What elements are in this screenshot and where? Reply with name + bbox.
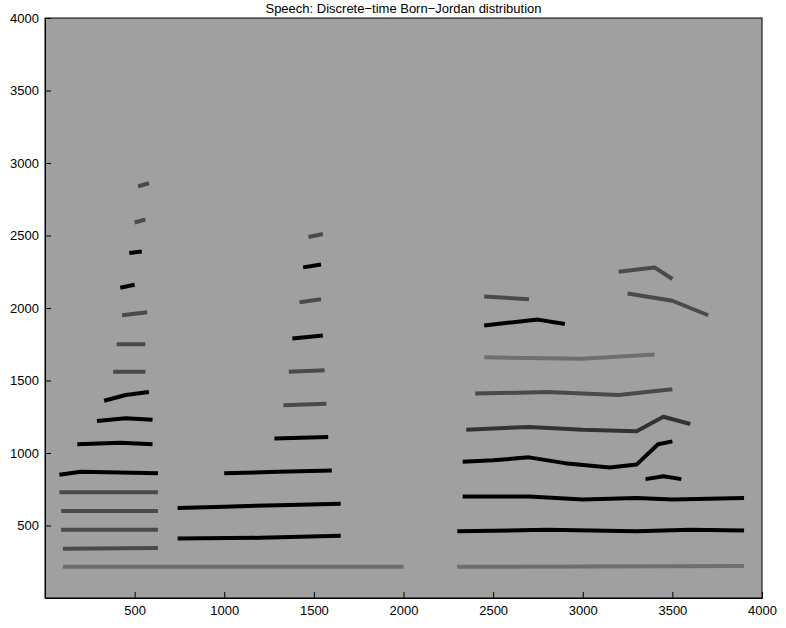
harmonic-track: [77, 443, 152, 444]
tick-label: 2000: [390, 603, 419, 618]
tick-mark: [45, 526, 51, 527]
plot: 500 1000 1500 2000 2500 3000 3500 4000 500 1000 15…: [10, 11, 777, 619]
harmonic-track: [645, 476, 681, 479]
harmonic-track: [178, 504, 341, 508]
harmonic-track: [289, 370, 325, 371]
tick-label: 1500: [300, 603, 329, 618]
tick: 3500: [658, 592, 687, 618]
harmonic-track: [104, 392, 149, 401]
harmonic-track: [308, 234, 322, 237]
harmonic-track: [113, 370, 145, 374]
plot-frame: [45, 18, 762, 598]
tick-label: 3000: [569, 603, 598, 618]
tick-label: 500: [124, 603, 146, 618]
harmonic-track: [463, 497, 744, 500]
tick: 1500: [10, 373, 51, 388]
tick-mark: [672, 592, 673, 598]
tick-mark: [45, 91, 51, 92]
tick-label: 1500: [10, 373, 39, 388]
tick-label: 3500: [658, 603, 687, 618]
x-axis: 500 1000 1500 2000 2500 3000 3500 4000: [46, 592, 777, 618]
tick: 1500: [300, 592, 329, 618]
tick-mark: [45, 236, 51, 237]
tick-label: 1000: [10, 446, 39, 461]
tick-label: 3500: [10, 83, 39, 98]
tick: 2000: [10, 301, 51, 316]
tick-mark: [45, 381, 51, 382]
harmonic-track: [120, 285, 134, 288]
tick-mark: [45, 308, 51, 309]
harmonic-track: [138, 183, 149, 186]
harmonic-track: [63, 565, 404, 569]
harmonic-track: [59, 472, 158, 475]
harmonic-track: [457, 530, 744, 531]
tick: 4000: [10, 11, 51, 26]
tick: 2000: [390, 592, 419, 618]
harmonic-track: [97, 418, 153, 421]
tick-label: 4000: [10, 11, 39, 26]
tick: 2500: [479, 592, 508, 618]
tick-mark: [45, 453, 51, 454]
tick: 3000: [569, 592, 598, 618]
tick: 500: [17, 518, 51, 533]
tick-mark: [224, 592, 225, 598]
harmonic-track: [463, 441, 673, 467]
tick: 3500: [10, 83, 51, 98]
harmonic-track: [224, 470, 332, 473]
tick-mark: [583, 592, 584, 598]
harmonic-track: [63, 546, 158, 551]
tick-mark: [45, 18, 51, 19]
axis-line: [46, 598, 763, 599]
plot-background: [45, 18, 762, 598]
tick-label: 2500: [479, 603, 508, 618]
harmonic-track: [466, 417, 690, 432]
harmonic-track: [457, 564, 744, 569]
harmonic-track: [484, 354, 654, 358]
tick-mark: [404, 592, 405, 598]
tick-mark: [314, 592, 315, 598]
harmonic-track: [117, 342, 146, 346]
harmonic-track: [303, 265, 321, 268]
harmonic-track: [59, 490, 158, 494]
tick-mark: [45, 163, 51, 164]
tick-label: 2500: [10, 228, 39, 243]
tick: 2500: [10, 228, 51, 243]
tick-mark: [135, 592, 136, 598]
tick-label: 3000: [10, 156, 39, 171]
harmonic-track: [61, 528, 158, 532]
tick: 4000: [748, 592, 777, 618]
harmonic-track: [178, 536, 341, 539]
harmonic-track: [484, 296, 529, 299]
harmonic-track: [129, 251, 142, 252]
harmonic-track: [300, 299, 322, 302]
harmonic-track: [274, 437, 328, 438]
tick-label: 1000: [210, 603, 239, 618]
harmonic-track: [619, 267, 673, 279]
tick: 500: [124, 592, 146, 618]
tracks: [59, 183, 744, 567]
harmonic-track: [484, 320, 565, 326]
tick-label: 2000: [10, 301, 39, 316]
tick-label: 4000: [748, 603, 777, 618]
chart: 500 1000 1500 2000 2500 3000 3500 4000 500 1000 15…: [0, 0, 786, 628]
tick: 3000: [10, 156, 51, 171]
tick-mark: [493, 592, 494, 598]
y-axis: 500 1000 1500 2000 2500 3000 3500 4000: [10, 11, 51, 599]
harmonic-track: [122, 312, 147, 315]
tick-label: 500: [17, 518, 39, 533]
tick-mark: [762, 592, 763, 598]
harmonic-track: [292, 336, 322, 339]
harmonic-track: [61, 509, 158, 513]
harmonic-track: [283, 404, 326, 405]
tick: 1000: [210, 592, 239, 618]
harmonic-track: [628, 294, 709, 316]
tick: 1000: [10, 446, 51, 461]
harmonic-track: [135, 220, 146, 223]
chart-title: Speech: Discrete−time Born−Jordan distri…: [265, 1, 541, 16]
harmonic-track: [475, 389, 672, 395]
